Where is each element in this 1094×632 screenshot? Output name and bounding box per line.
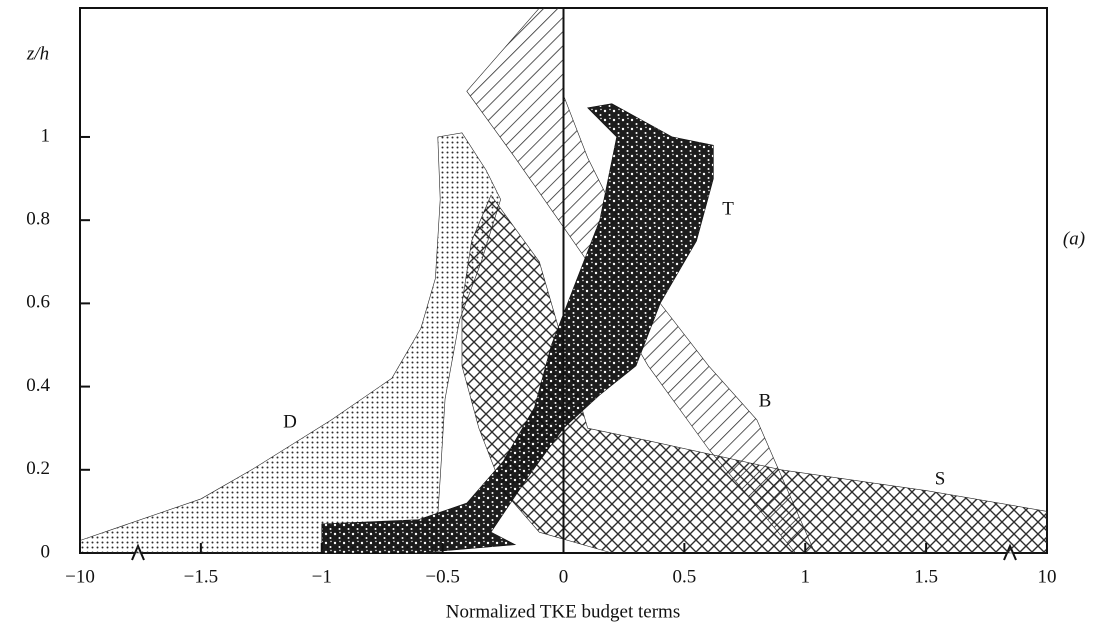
x-tick-label: 1 — [801, 566, 811, 587]
x-axis-label: Normalized TKE budget terms — [446, 601, 680, 622]
x-tick-label: −10 — [65, 566, 95, 587]
x-tick-label: 0.5 — [673, 566, 697, 587]
region-label: B — [759, 390, 772, 411]
region-label: D — [283, 411, 297, 432]
y-tick-label: 0.8 — [26, 209, 50, 230]
y-tick-label: 0 — [41, 541, 51, 562]
x-tick-label: 0 — [559, 566, 569, 587]
y-axis-label: z/h — [26, 43, 49, 64]
region-blotch — [321, 103, 714, 554]
x-tick-label: 1.5 — [914, 566, 938, 587]
y-tick-label: 0.2 — [26, 458, 50, 479]
y-tick-label: 1 — [41, 125, 51, 146]
x-tick-label: −1 — [312, 566, 332, 587]
x-tick-label: −1.5 — [184, 566, 218, 587]
region-label: S — [935, 468, 946, 489]
y-tick-label: 0.6 — [26, 292, 50, 313]
y-tick-label: 0.4 — [26, 375, 50, 396]
x-tick-label: −0.5 — [425, 566, 459, 587]
x-tick-label: 10 — [1038, 566, 1057, 587]
region-dots — [79, 132, 501, 554]
region-label: T — [722, 198, 734, 219]
panel-label: (a) — [1063, 228, 1085, 249]
